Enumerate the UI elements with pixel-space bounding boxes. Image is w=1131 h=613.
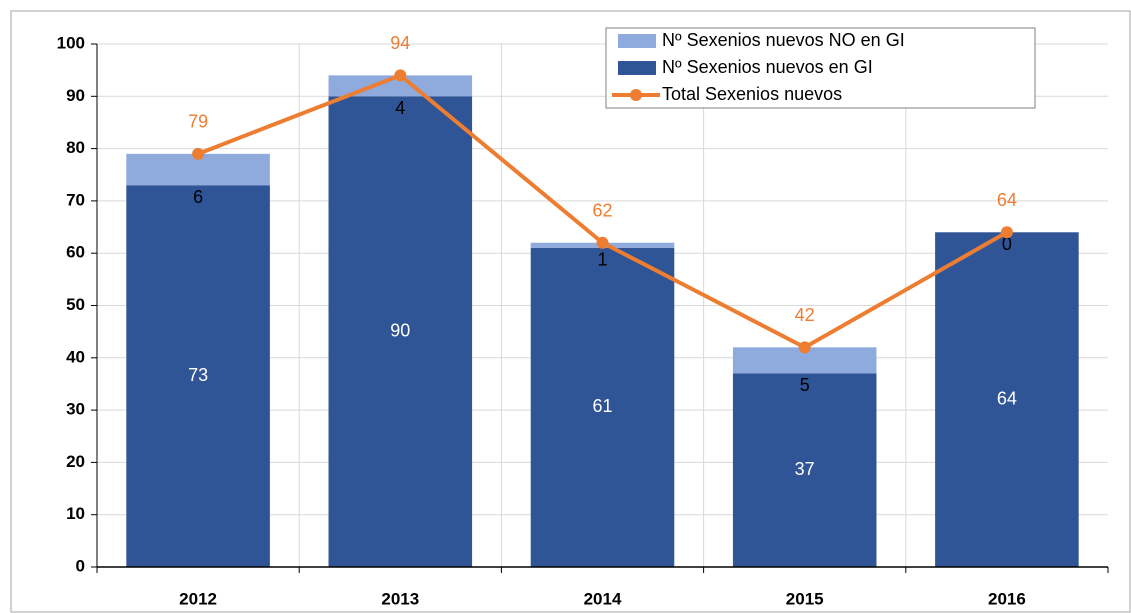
legend-swatch-marker xyxy=(630,89,642,101)
data-label: 5 xyxy=(800,375,810,395)
line-marker xyxy=(192,147,205,160)
data-label: 6 xyxy=(193,187,203,207)
data-label: 90 xyxy=(390,320,410,340)
data-label: 79 xyxy=(188,112,208,132)
legend-swatch xyxy=(618,34,656,48)
x-tick-label: 2016 xyxy=(988,589,1026,608)
y-tick-label: 90 xyxy=(66,86,85,105)
x-tick-label: 2015 xyxy=(786,589,824,608)
y-tick-label: 20 xyxy=(66,452,85,471)
legend-label: Nº Sexenios nuevos NO en GI xyxy=(662,30,905,50)
bar xyxy=(935,232,1079,567)
y-tick-label: 10 xyxy=(66,504,85,523)
y-tick-label: 100 xyxy=(57,33,85,52)
line-marker xyxy=(596,236,609,249)
y-tick-label: 30 xyxy=(66,400,85,419)
line-marker xyxy=(394,69,407,82)
bar xyxy=(126,185,270,567)
bar xyxy=(328,96,473,568)
legend-label: Nº Sexenios nuevos en GI xyxy=(662,57,873,77)
line-marker xyxy=(798,341,811,354)
line-marker xyxy=(1000,226,1013,239)
data-label: 0 xyxy=(1002,234,1012,254)
x-tick-label: 2014 xyxy=(584,589,622,608)
data-label: 42 xyxy=(795,305,815,325)
y-tick-label: 60 xyxy=(66,243,85,262)
y-tick-label: 40 xyxy=(66,347,85,366)
data-label: 94 xyxy=(390,33,410,53)
legend-swatch xyxy=(618,61,656,75)
y-tick-label: 50 xyxy=(66,295,85,314)
legend-label: Total Sexenios nuevos xyxy=(662,84,842,104)
data-label: 64 xyxy=(997,388,1017,408)
data-label: 61 xyxy=(592,396,612,416)
x-tick-label: 2013 xyxy=(381,589,419,608)
data-label: 1 xyxy=(597,250,607,270)
data-label: 73 xyxy=(188,365,208,385)
data-label: 37 xyxy=(795,459,815,479)
y-tick-label: 0 xyxy=(76,556,85,575)
x-tick-label: 2012 xyxy=(179,589,217,608)
data-label: 62 xyxy=(592,200,612,220)
bar xyxy=(732,373,877,567)
y-tick-label: 80 xyxy=(66,138,85,157)
data-label: 4 xyxy=(395,98,405,118)
bar xyxy=(530,247,675,567)
y-tick-label: 70 xyxy=(66,190,85,209)
data-label: 64 xyxy=(997,190,1017,210)
legend-box xyxy=(605,27,1036,109)
